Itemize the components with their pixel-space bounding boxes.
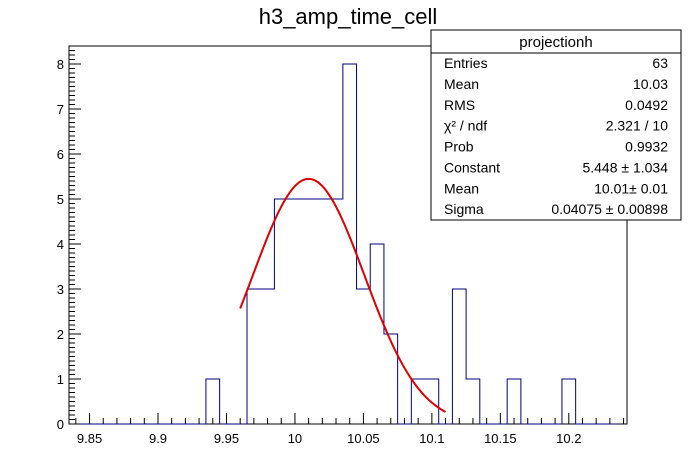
stats-row-label: Entries [444, 55, 488, 71]
stats-box-title: projectionh [519, 34, 592, 51]
y-tick-label: 7 [57, 102, 64, 117]
histogram-bin [370, 244, 384, 424]
stats-row-label: Sigma [444, 201, 484, 217]
gaussian-fit-curve [239, 177, 447, 413]
x-tick-label: 9.85 [77, 431, 102, 446]
histogram-bin [274, 199, 288, 424]
y-tick-label: 3 [57, 282, 64, 297]
x-tick-label: 9.9 [149, 431, 167, 446]
stats-row-label: RMS [444, 97, 475, 113]
x-tick-label: 10 [288, 431, 302, 446]
y-tick-label: 8 [57, 57, 64, 72]
stats-row-label: Mean [444, 76, 479, 92]
stats-row-value: 10.03 [633, 76, 668, 92]
histogram-bin [288, 199, 302, 424]
histogram-bin [206, 379, 220, 424]
stats-row-value: 0.04075 ± 0.00898 [551, 201, 668, 217]
stats-row-value: 2.321 / 10 [606, 118, 668, 134]
x-tick-label: 10.05 [347, 431, 380, 446]
histogram-bin [452, 289, 466, 424]
x-tick-label: 10.2 [556, 431, 581, 446]
stats-row-label: Mean [444, 180, 479, 196]
x-tick-label: 10.15 [484, 431, 517, 446]
y-tick-label: 1 [57, 372, 64, 387]
y-tick-label: 4 [57, 237, 64, 252]
chart-title: h3_amp_time_cell [259, 4, 438, 29]
histogram-bin [343, 64, 357, 424]
histogram-bin [329, 199, 343, 424]
stats-box-frame [430, 29, 682, 221]
histogram-bin [247, 289, 261, 424]
stats-row-value: 10.01± 0.01 [594, 180, 668, 196]
stats-row-value: 63 [652, 55, 668, 71]
stats-row-value: 5.448 ± 1.034 [582, 159, 668, 175]
stats-row-value: 0.9932 [625, 139, 668, 155]
histogram-bin [411, 379, 425, 424]
stats-box: projectionh Entries 63 Mean 10.03 RMS 0.0492 χ²… [430, 29, 682, 221]
histogram-bin [507, 379, 521, 424]
histogram-bin [357, 289, 371, 424]
histogram-bin [261, 289, 275, 424]
x-tick-label: 9.95 [214, 431, 239, 446]
stats-row-label: Prob [444, 139, 474, 155]
stats-row-label: Constant [444, 159, 500, 175]
y-tick-label: 5 [57, 192, 64, 207]
y-tick-label: 6 [57, 147, 64, 162]
histogram-outline [69, 63, 617, 425]
y-tick-label: 2 [57, 327, 64, 342]
histogram-bin [384, 334, 398, 424]
histogram-bin [302, 199, 316, 424]
histogram-bin [466, 379, 480, 424]
x-tick-label: 10.1 [419, 431, 444, 446]
histogram-bin [315, 199, 329, 424]
stats-row-value: 0.0492 [625, 97, 668, 113]
y-tick-label: 0 [57, 417, 64, 432]
stats-row-label: χ² / ndf [444, 118, 487, 134]
